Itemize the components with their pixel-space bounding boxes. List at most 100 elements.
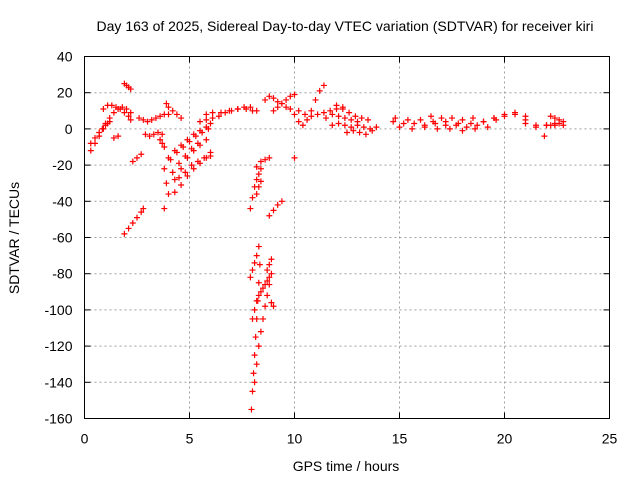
data-point [169, 169, 176, 176]
data-point [421, 124, 428, 131]
y-tick-label: 20 [57, 85, 73, 101]
data-point [182, 169, 189, 176]
data-point [320, 109, 327, 116]
data-point [541, 133, 548, 140]
data-point [249, 315, 256, 322]
y-tick-label: -20 [52, 157, 72, 173]
data-point [308, 107, 315, 114]
data-point [138, 209, 145, 216]
data-point [100, 105, 107, 112]
data-point [512, 109, 518, 116]
data-point [165, 111, 172, 118]
data-point [522, 113, 529, 120]
data-point [119, 104, 126, 111]
data-point [463, 124, 470, 131]
data-point [264, 277, 271, 284]
y-tick-label: -80 [52, 266, 72, 282]
data-point [140, 205, 147, 212]
data-point [163, 180, 170, 187]
data-point [226, 107, 233, 114]
data-point [270, 207, 277, 214]
data-point [188, 145, 195, 152]
data-point [142, 131, 149, 138]
plot-frame [84, 56, 610, 419]
data-point [260, 315, 266, 322]
data-point [152, 115, 159, 122]
data-point [209, 109, 216, 116]
data-point [268, 256, 275, 263]
data-point [182, 153, 189, 160]
data-point [138, 151, 145, 158]
data-point [474, 122, 481, 129]
data-point [134, 154, 140, 161]
data-point [430, 118, 437, 125]
data-point [110, 134, 117, 141]
data-point [203, 116, 210, 123]
data-point [207, 149, 214, 156]
data-point [501, 111, 508, 118]
data-point [295, 107, 302, 114]
data-point [207, 120, 214, 127]
data-point [283, 96, 290, 103]
data-point [218, 109, 224, 116]
grid-lines [84, 56, 610, 419]
data-point [533, 124, 539, 131]
data-point [243, 105, 250, 112]
y-tick-label: -140 [44, 374, 72, 390]
data-point [247, 274, 254, 281]
data-point [171, 176, 178, 183]
data-point [253, 191, 260, 198]
data-point [348, 116, 355, 123]
data-point [365, 116, 371, 123]
data-point [438, 115, 445, 122]
data-point [188, 162, 195, 169]
x-tick-label: 0 [81, 431, 89, 447]
data-point [169, 107, 176, 114]
data-point [257, 158, 264, 165]
y-tick-label: 40 [57, 49, 73, 65]
data-point [556, 120, 563, 127]
data-point [110, 109, 117, 116]
data-point [146, 133, 153, 140]
data-point [459, 127, 466, 134]
data-point [184, 172, 191, 179]
data-point [264, 292, 271, 299]
data-point [323, 115, 329, 122]
data-point [417, 116, 424, 123]
data-point [123, 105, 130, 112]
data-point [287, 105, 294, 112]
x-tick-label: 5 [186, 431, 194, 447]
data-point [184, 136, 191, 143]
data-point [341, 122, 348, 129]
data-point [215, 113, 222, 120]
data-point [121, 230, 128, 237]
data-point [203, 111, 210, 118]
data-point [121, 109, 128, 116]
data-point [157, 113, 164, 120]
data-point [203, 124, 210, 131]
data-point [354, 122, 361, 129]
y-tick-label: -100 [44, 302, 72, 318]
data-point [308, 113, 315, 120]
data-point [256, 261, 263, 268]
data-point [251, 352, 258, 359]
data-point [197, 118, 203, 125]
data-point [255, 183, 262, 190]
data-point [249, 107, 256, 114]
data-point [551, 122, 558, 129]
data-point [257, 165, 264, 172]
data-point [369, 127, 376, 134]
data-point [264, 267, 271, 274]
data-point [312, 96, 319, 103]
data-point [115, 133, 122, 140]
data-point [250, 370, 257, 377]
data-point [409, 125, 416, 132]
data-point [248, 406, 255, 413]
data-point [360, 124, 367, 131]
data-point [283, 104, 290, 111]
data-point [165, 191, 172, 198]
data-point [480, 118, 487, 125]
data-point [327, 107, 334, 114]
data-point [176, 160, 182, 167]
